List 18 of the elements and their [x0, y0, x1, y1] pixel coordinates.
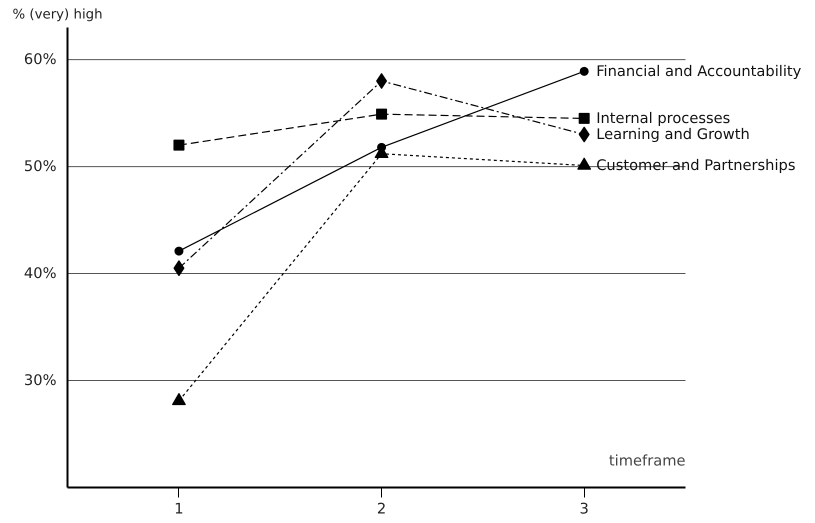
- point: [173, 140, 184, 151]
- point: [172, 392, 186, 406]
- point: [578, 112, 590, 124]
- x-tick-label: 3: [580, 500, 589, 518]
- point: [376, 108, 388, 120]
- series-label: Learning and Growth: [596, 126, 750, 143]
- y-tick-label: 40%: [24, 265, 57, 282]
- point: [174, 246, 184, 256]
- y-tick-label: 30%: [24, 372, 57, 390]
- series-label: Internal processes: [596, 110, 730, 127]
- y-axis-title: % (very) high: [12, 8, 103, 22]
- x-axis-title: timeframe: [608, 452, 686, 470]
- x-tick-label: 2: [376, 500, 386, 518]
- y-tick-label: 60%: [24, 51, 57, 68]
- x-tick-label: 1: [174, 500, 184, 518]
- y-tick-label: 50%: [24, 158, 57, 176]
- point: [580, 66, 589, 76]
- series-label: Financial and Accountability: [596, 62, 802, 80]
